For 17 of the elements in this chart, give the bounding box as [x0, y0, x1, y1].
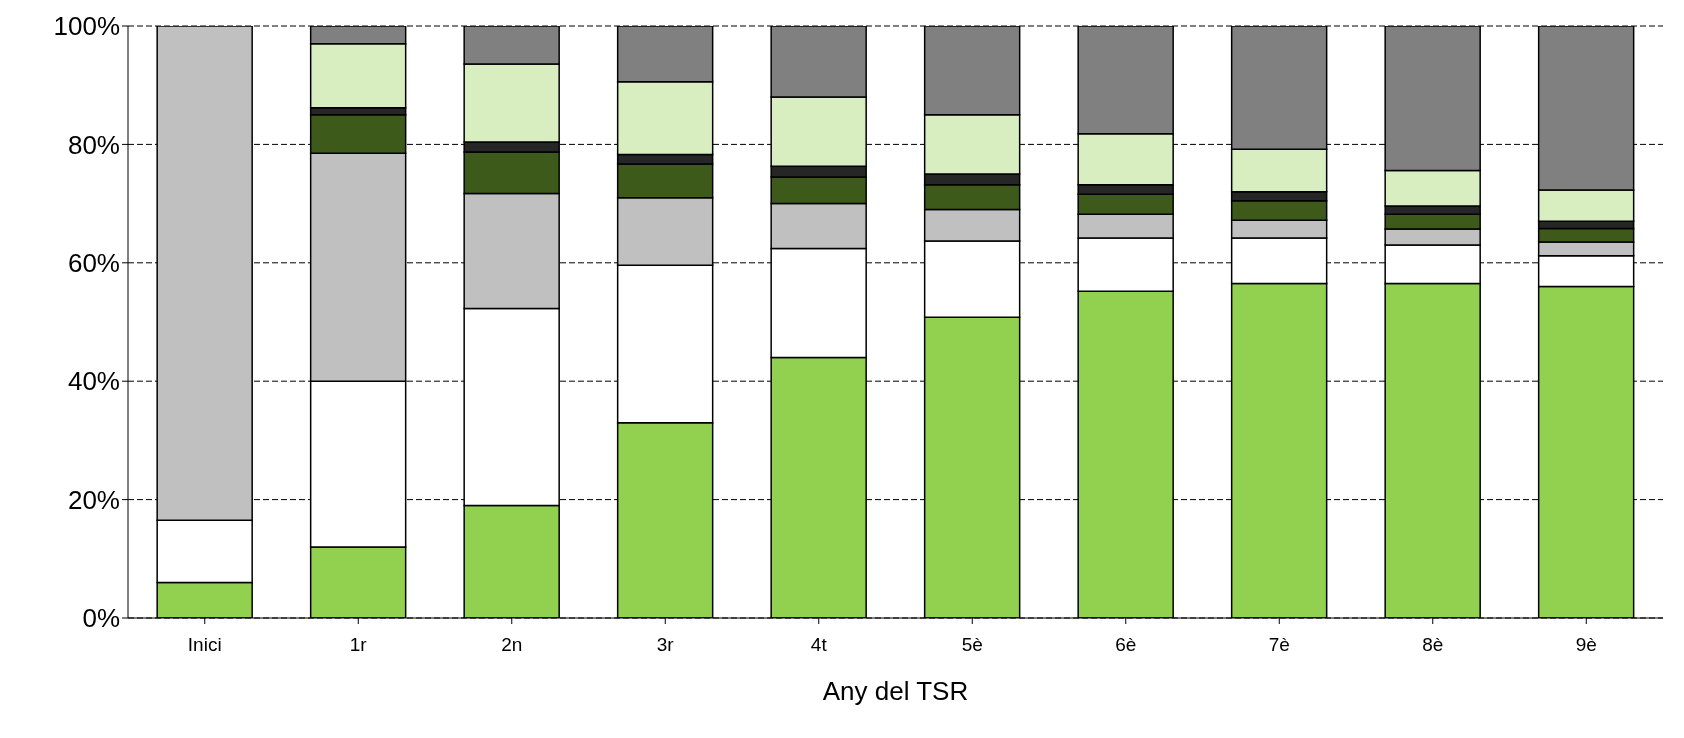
x-tick-label: 7è: [1268, 634, 1290, 656]
x-axis-title: Any del TSR: [822, 676, 969, 706]
y-tick-label: 80%: [67, 129, 120, 160]
x-tick-label: 3r: [656, 634, 675, 656]
x-tick-label: 5è: [961, 634, 983, 656]
x-tick-label: 6è: [1115, 634, 1137, 656]
y-tick-label: 20%: [67, 484, 120, 515]
y-tick-label: 60%: [67, 248, 120, 279]
x-tick-label: Inici: [187, 634, 222, 656]
y-tick-label: 40%: [67, 366, 120, 397]
y-tick-label: 0%: [82, 603, 120, 634]
y-tick-label: 100%: [53, 11, 120, 42]
x-tick-label: 9è: [1575, 634, 1597, 656]
x-tick-label: 4t: [810, 634, 828, 656]
x-tick-label: 1r: [349, 634, 368, 656]
x-tick-label: 8è: [1422, 634, 1444, 656]
x-tick-label: 2n: [501, 634, 523, 656]
